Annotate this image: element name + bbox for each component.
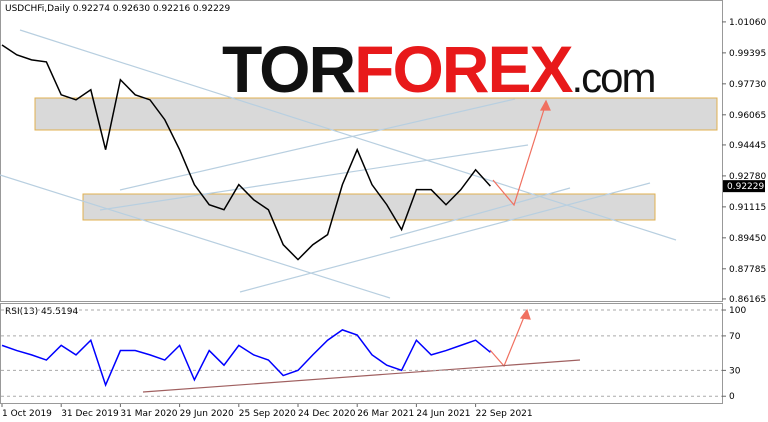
- x-tick-label: 31 Mar 2020: [120, 409, 177, 419]
- y-tick-label: 0.91115: [729, 203, 766, 213]
- y-tick-label: 1.01060: [729, 18, 766, 28]
- trend-lines: [0, 29, 677, 299]
- logo-part: TOR: [222, 32, 355, 106]
- rsi-title: RSI(13) 45.5194: [5, 307, 78, 317]
- price-panel: [0, 0, 723, 302]
- trend-line: [389, 187, 571, 239]
- x-tick-label: 22 Sep 2021: [476, 409, 533, 419]
- y-tick-label: 0.97730: [729, 80, 766, 90]
- trend-line: [239, 182, 651, 293]
- y-tick-label: 0: [729, 392, 735, 402]
- series-line: [1, 44, 491, 261]
- y-tick-label: 100: [729, 306, 746, 316]
- support-zone: [82, 193, 656, 221]
- arrow-head: [539, 99, 551, 111]
- x-tick-label: 25 Sep 2020: [239, 409, 296, 419]
- trend-line: [99, 144, 529, 211]
- y-tick-label: 0.87785: [729, 265, 766, 275]
- current-price-label: 0.92229: [727, 182, 764, 192]
- trend-line: [0, 174, 391, 299]
- forecast-arrow: [492, 102, 547, 207]
- arrow-head: [519, 308, 531, 320]
- x-tick-label: 24 Dec 2020: [298, 409, 356, 419]
- y-tick-label: 0.99395: [729, 49, 766, 59]
- series-line: [1, 329, 491, 388]
- y-tick-label: 0.94445: [729, 141, 766, 151]
- logo: TORFOREX.com: [222, 32, 655, 106]
- rsi-panel: [0, 303, 723, 404]
- x-tick-label: 1 Oct 2019: [2, 409, 52, 419]
- y-tick-label: 0.92780: [729, 172, 766, 182]
- x-tick-label: 24 Jun 2021: [416, 409, 470, 419]
- y-tick-label: 0.89450: [729, 234, 766, 244]
- trend-line: [119, 98, 516, 191]
- x-tick-label: 31 Dec 2019: [61, 409, 119, 419]
- y-tick-label: 30: [729, 366, 741, 376]
- y-tick-label: 0.86165: [729, 295, 766, 305]
- price-title: USDCHFi,Daily 0.92274 0.92630 0.92216 0.…: [5, 4, 231, 14]
- logo-part: .com: [571, 54, 654, 101]
- resistance-zone: [34, 97, 718, 131]
- x-tick-label: 26 Mar 2021: [357, 409, 414, 419]
- rsi-trend-line: [142, 359, 581, 393]
- current-price-box: [723, 180, 765, 193]
- x-tick-label: 29 Jun 2020: [180, 409, 234, 419]
- logo-part: FOREX: [354, 32, 573, 106]
- y-tick-label: 70: [729, 332, 741, 342]
- y-tick-label: 0.96065: [729, 111, 766, 121]
